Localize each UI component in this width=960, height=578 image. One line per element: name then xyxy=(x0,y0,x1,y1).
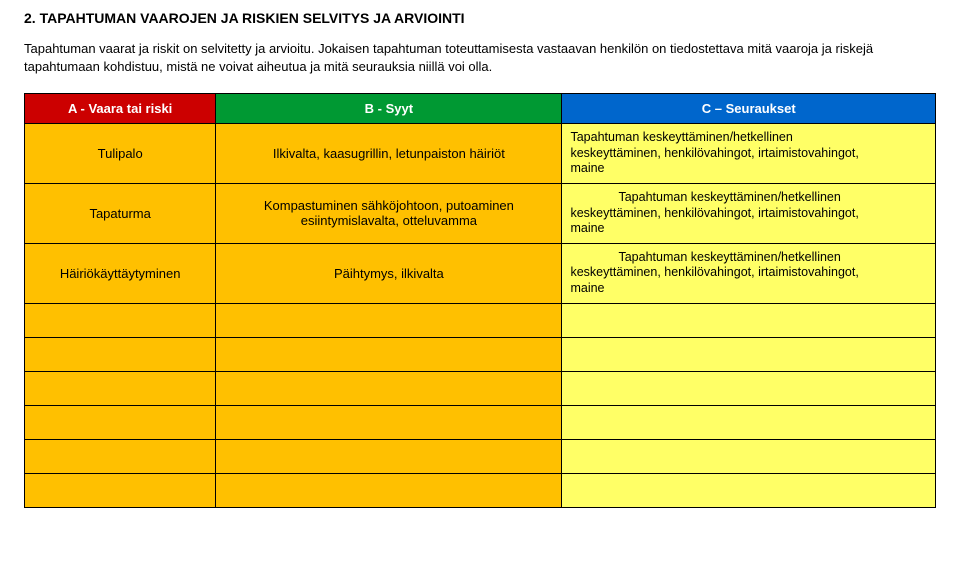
intro-paragraph: Tapahtuman vaarat ja riskit on selvitett… xyxy=(24,40,936,75)
cell-cause: Päihtymys, ilkivalta xyxy=(216,243,562,303)
table-row-empty xyxy=(25,473,936,507)
c-line3: maine xyxy=(570,161,604,175)
c-line3: maine xyxy=(570,281,604,295)
cell-cause: Ilkivalta, kaasugrillin, letunpaiston hä… xyxy=(216,124,562,184)
section-heading: 2. TAPAHTUMAN VAAROJEN JA RISKIEN SELVIT… xyxy=(24,10,936,26)
table-row: Häiriökäyttäytyminen Päihtymys, ilkivalt… xyxy=(25,243,936,303)
c-line2: keskeyttäminen, henkilövahingot, irtaimi… xyxy=(570,265,858,279)
c-line1: Tapahtuman keskeyttäminen/hetkellinen xyxy=(570,190,927,206)
c-line2: keskeyttäminen, henkilövahingot, irtaimi… xyxy=(570,206,858,220)
c-line1: Tapahtuman keskeyttäminen/hetkellinen xyxy=(570,130,792,144)
cell-cause: Kompastuminen sähköjohtoon, putoaminen e… xyxy=(216,183,562,243)
cell-consequence: Tapahtuman keskeyttäminen/hetkellinen ke… xyxy=(562,124,936,184)
table-row: Tulipalo Ilkivalta, kaasugrillin, letunp… xyxy=(25,124,936,184)
cell-risk: Tulipalo xyxy=(25,124,216,184)
risk-table: A - Vaara tai riski B - Syyt C – Seurauk… xyxy=(24,93,936,508)
table-row-empty xyxy=(25,405,936,439)
cell-consequence: Tapahtuman keskeyttäminen/hetkellinen ke… xyxy=(562,243,936,303)
c-line1: Tapahtuman keskeyttäminen/hetkellinen xyxy=(570,250,927,266)
header-c: C – Seuraukset xyxy=(562,94,936,124)
table-row-empty xyxy=(25,303,936,337)
cell-consequence: Tapahtuman keskeyttäminen/hetkellinen ke… xyxy=(562,183,936,243)
header-a: A - Vaara tai riski xyxy=(25,94,216,124)
table-row-empty xyxy=(25,371,936,405)
table-row-empty xyxy=(25,439,936,473)
table-row: Tapaturma Kompastuminen sähköjohtoon, pu… xyxy=(25,183,936,243)
c-line3: maine xyxy=(570,221,604,235)
table-row-empty xyxy=(25,337,936,371)
cell-risk: Tapaturma xyxy=(25,183,216,243)
header-b: B - Syyt xyxy=(216,94,562,124)
c-line2: keskeyttäminen, henkilövahingot, irtaimi… xyxy=(570,146,858,160)
cell-risk: Häiriökäyttäytyminen xyxy=(25,243,216,303)
table-header-row: A - Vaara tai riski B - Syyt C – Seurauk… xyxy=(25,94,936,124)
